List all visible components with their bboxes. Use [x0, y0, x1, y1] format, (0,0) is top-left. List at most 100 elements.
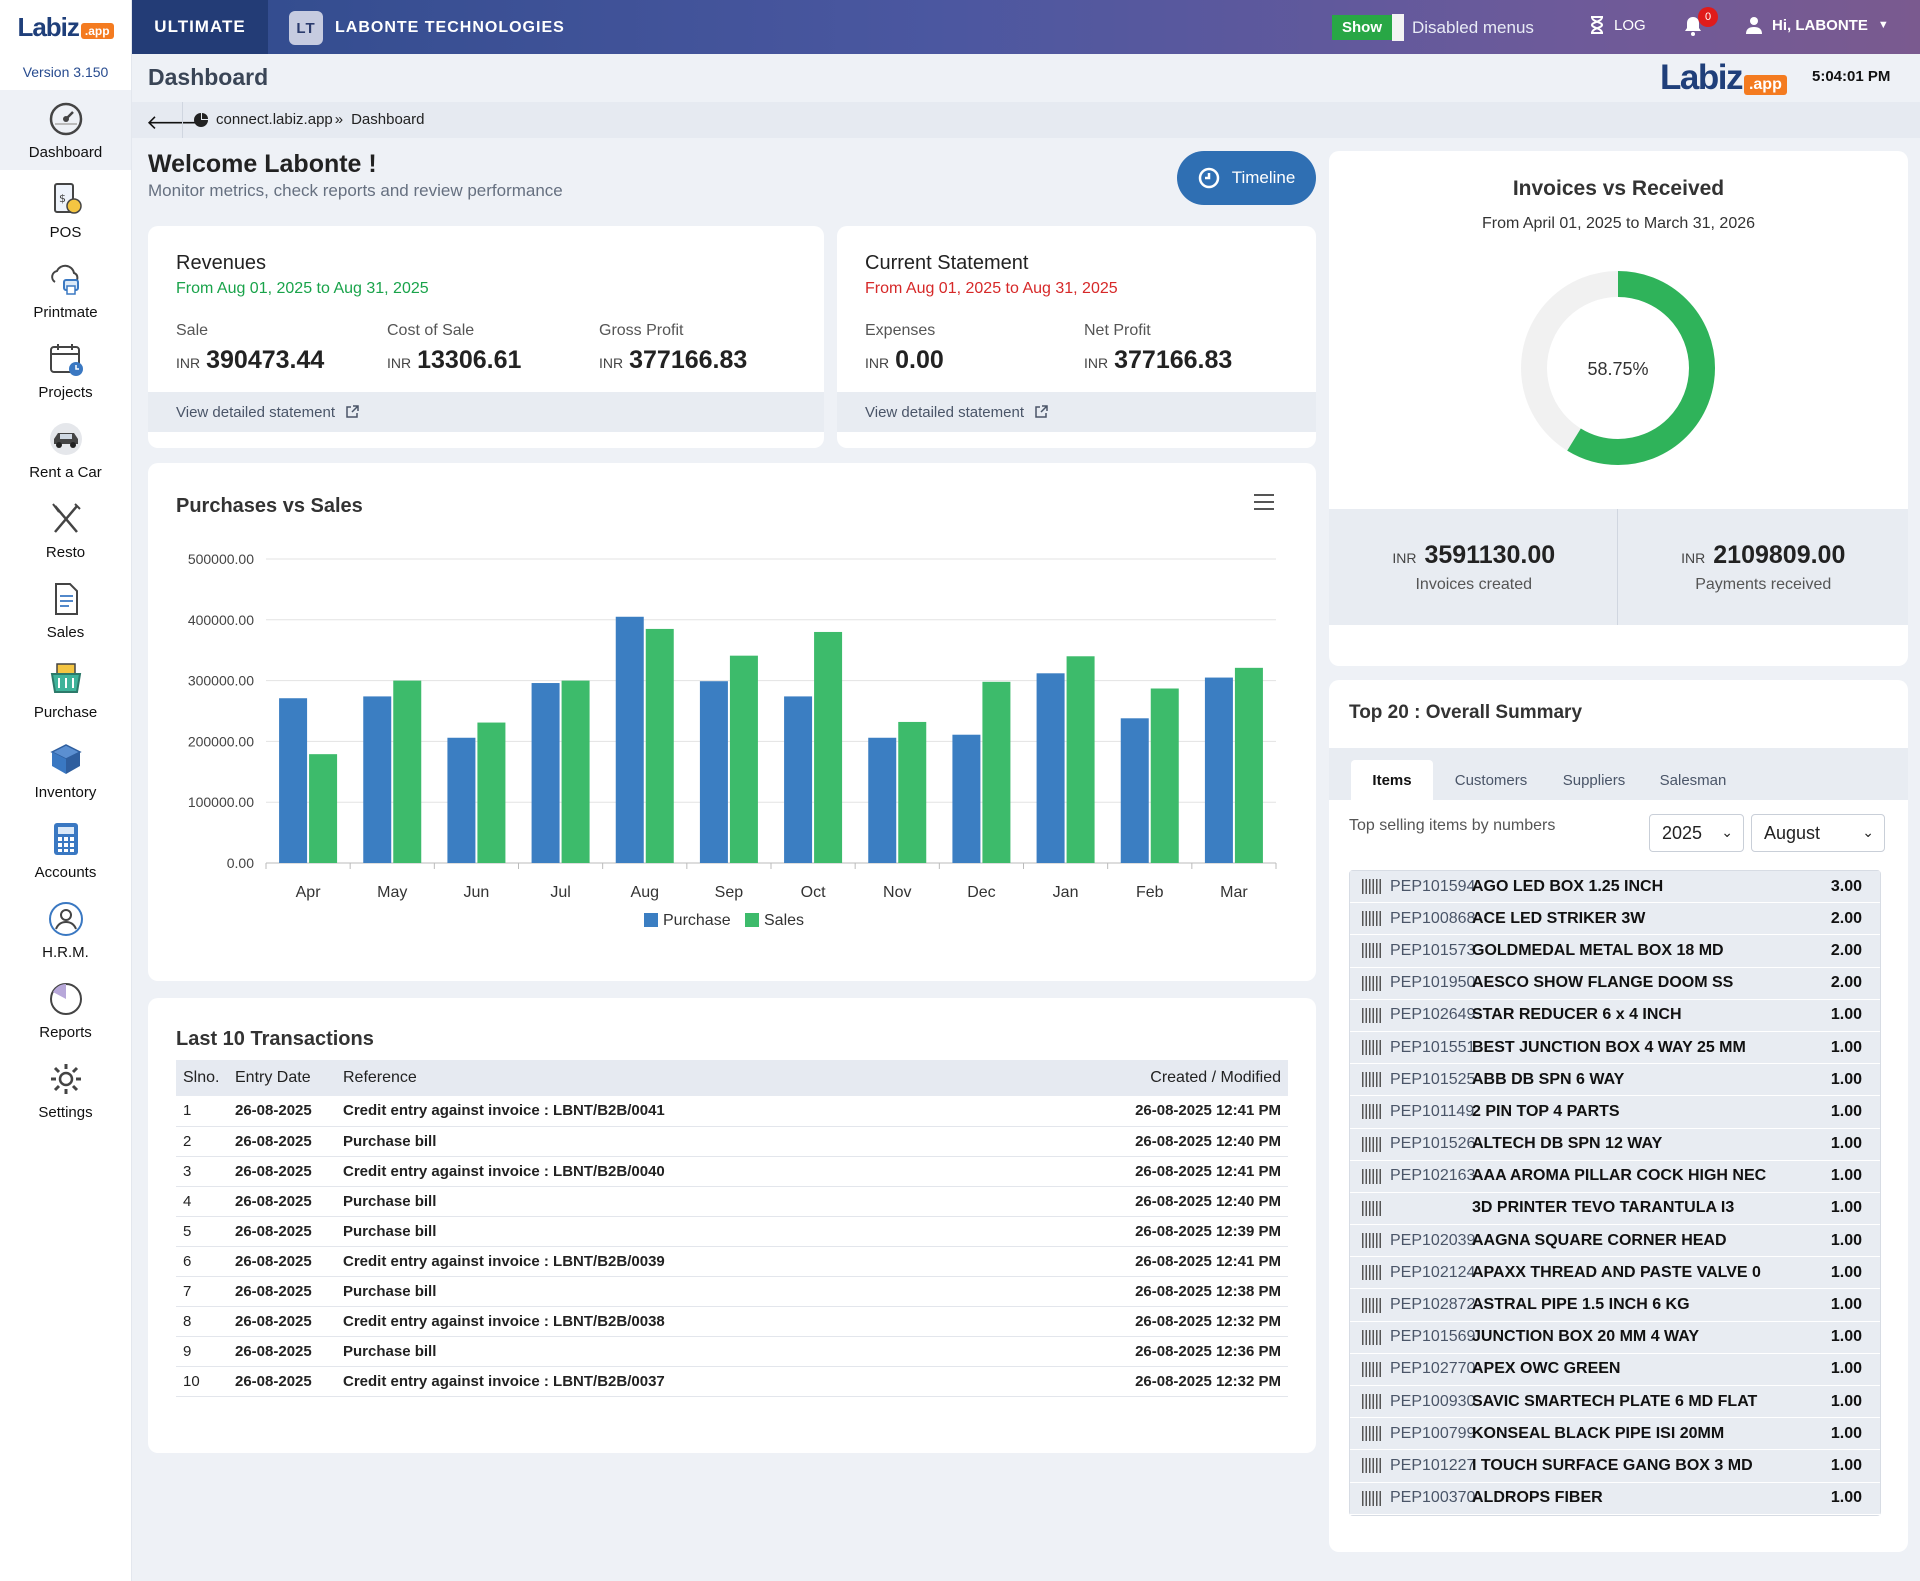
table-row[interactable]: 10 26-08-2025 Credit entry against invoice… — [176, 1366, 1288, 1397]
bar-purchase-jan — [1036, 673, 1065, 863]
x-tick-label: Jan — [1053, 884, 1079, 901]
table-row[interactable]: 6 26-08-2025 Credit entry against invoice … — [176, 1246, 1288, 1277]
item-qty: 1.00 — [1830, 1070, 1862, 1088]
sidebar-item-settings[interactable]: Settings — [0, 1050, 131, 1130]
payments-received-stat: INR 2109809.00 Payments received — [1619, 509, 1909, 625]
x-tick-label: Jul — [550, 884, 570, 901]
list-item[interactable]: PEP101526 ALTECH DB SPN 12 WAY 1.00 — [1350, 1128, 1880, 1161]
table-row[interactable]: 9 26-08-2025 Purchase bill 26-08-2025 12:36… — [176, 1336, 1288, 1367]
tab-items[interactable]: Items — [1351, 760, 1433, 800]
tab-customers[interactable]: Customers — [1454, 771, 1528, 789]
sidebar-item-projects[interactable]: Projects — [0, 330, 131, 410]
barcode-icon — [1362, 879, 1382, 895]
notifications-button[interactable]: 0 — [1684, 7, 1718, 41]
list-item[interactable]: PEP102649 STAR REDUCER 6 x 4 INCH 1.00 — [1350, 999, 1880, 1032]
toggle-knob — [1392, 14, 1404, 41]
table-row[interactable]: 4 26-08-2025 Purchase bill 26-08-2025 12:40… — [176, 1186, 1288, 1217]
tab-salesman[interactable]: Salesman — [1659, 771, 1727, 789]
sidebar-item-resto[interactable]: Resto — [0, 490, 131, 570]
gauge-icon — [49, 102, 82, 135]
table-row[interactable]: 7 26-08-2025 Purchase bill 26-08-2025 12:38… — [176, 1276, 1288, 1307]
statement-title: Current Statement — [865, 252, 1029, 274]
disabled-menus-toggle[interactable]: Show Disabled menus — [1332, 14, 1534, 41]
basket-icon — [50, 662, 81, 693]
list-item[interactable]: PEP101551 BEST JUNCTION BOX 4 WAY 25 MM 1.… — [1350, 1031, 1880, 1065]
sidebar-item-label: Sales — [46, 623, 85, 641]
table-row[interactable]: 2 26-08-2025 Purchase bill 26-08-2025 12:40… — [176, 1126, 1288, 1157]
sidebar-item-pos[interactable]: $ POS — [0, 170, 131, 250]
list-item[interactable]: PEP100930 SAVIC SMARTECH PLATE 6 MD FLAT 1… — [1350, 1386, 1880, 1419]
list-item[interactable]: PEP101227 I TOUCH SURFACE GANG BOX 3 MD 1.… — [1350, 1450, 1880, 1483]
log-button[interactable]: LOG — [1590, 16, 1646, 34]
item-code: PEP101950 — [1390, 974, 1476, 992]
list-item[interactable]: PEP101950 AESCO SHOW FLANGE DOOM SS 2.00 — [1350, 967, 1880, 1000]
item-qty: 1.00 — [1830, 1006, 1862, 1024]
list-item[interactable]: PEP102872 ASTRAL PIPE 1.5 INCH 6 KG 1.00 — [1350, 1289, 1880, 1322]
bar-purchase-nov — [868, 737, 897, 863]
list-item[interactable]: PEP101525 ABB DB SPN 6 WAY 1.00 — [1350, 1064, 1880, 1097]
sidebar-item-reports[interactable]: Reports — [0, 970, 131, 1050]
list-item[interactable]: PEP102770 APEX OWC GREEN 1.00 — [1350, 1353, 1880, 1386]
month-select[interactable]: August ⌄ — [1751, 814, 1885, 852]
barcode-icon — [1362, 1297, 1382, 1313]
sidebar-item-dashboard[interactable]: Dashboard — [0, 90, 131, 170]
item-name: ALDROPS FIBER — [1472, 1489, 1603, 1507]
x-tick-label: Jun — [464, 884, 490, 901]
year-select[interactable]: 2025 ⌄ — [1649, 814, 1744, 852]
row-entry-date: 26-08-2025 — [228, 1126, 336, 1157]
plan-label: ULTIMATE — [132, 0, 268, 54]
list-item[interactable]: PEP100799 KONSEAL BLACK PIPE ISI 20MM 1.00 — [1350, 1418, 1880, 1451]
sidebar-item-rent-a-car[interactable]: Rent a Car — [0, 410, 131, 490]
item-name: ACE LED STRIKER 3W — [1472, 909, 1646, 927]
list-item[interactable]: PEP101569 JUNCTION BOX 20 MM 4 WAY 1.00 — [1350, 1321, 1880, 1354]
timeline-button[interactable]: Timeline — [1177, 151, 1316, 205]
gross-label: Gross Profit — [599, 322, 684, 339]
labiz-logo[interactable]: Labiz .app — [0, 0, 131, 54]
sidebar-item-h-r-m[interactable]: H.R.M. — [0, 890, 131, 970]
list-item[interactable]: PEP102039 AAGNA SQUARE CORNER HEAD 1.00 — [1350, 1225, 1880, 1258]
company-switcher[interactable]: LT LABONTE TECHNOLOGIES — [289, 11, 565, 45]
list-item[interactable]: PEP100868 ACE LED STRIKER 3W 2.00 — [1350, 903, 1880, 936]
row-created-modified: 26-08-2025 12:41 PM — [980, 1156, 1288, 1187]
x-tick-label: Aug — [631, 884, 659, 901]
table-row[interactable]: 8 26-08-2025 Credit entry against invoice … — [176, 1306, 1288, 1337]
breadcrumb-site[interactable]: connect.labiz.app — [216, 111, 333, 128]
item-qty: 1.00 — [1830, 1231, 1862, 1249]
table-row[interactable]: 1 26-08-2025 Credit entry against invoice … — [176, 1096, 1288, 1127]
chart-menu-icon[interactable] — [1253, 493, 1275, 511]
table-row[interactable]: 3 26-08-2025 Credit entry against invoice … — [176, 1156, 1288, 1187]
sale-currency: INR — [176, 355, 201, 371]
list-item[interactable]: PEP101594 AGO LED BOX 1.25 INCH 3.00 — [1350, 871, 1880, 904]
revenues-link-label: View detailed statement — [176, 403, 335, 421]
list-item[interactable]: PEP102124 APAXX THREAD AND PASTE VALVE 0 1… — [1350, 1257, 1880, 1290]
row-entry-date: 26-08-2025 — [228, 1216, 336, 1247]
item-code: PEP100370 — [1390, 1489, 1476, 1507]
sidebar-item-accounts[interactable]: Accounts — [0, 810, 131, 890]
item-qty: 1.00 — [1830, 1489, 1862, 1507]
col-entry-date: Entry Date — [228, 1060, 336, 1096]
row-slno: 6 — [176, 1246, 228, 1277]
sidebar-item-printmate[interactable]: Printmate — [0, 250, 131, 330]
labiz-header-logo: Labiz .app — [1660, 58, 1787, 98]
table-row[interactable]: 5 26-08-2025 Purchase bill 26-08-2025 12:39… — [176, 1216, 1288, 1247]
payments-received-value: INR 2109809.00 — [1681, 541, 1845, 570]
tab-suppliers[interactable]: Suppliers — [1562, 771, 1626, 789]
barcode-icon — [1362, 1394, 1382, 1410]
list-item[interactable]: PEP102163 AAA AROMA PILLAR COCK HIGH NEC 1… — [1350, 1160, 1880, 1193]
bar-purchase-apr — [279, 698, 308, 863]
x-tick-label: Dec — [967, 884, 995, 901]
statement-detail-link[interactable]: View detailed statement — [837, 392, 1316, 432]
list-item[interactable]: PEP101149 2 PIN TOP 4 PARTS 1.00 — [1350, 1096, 1880, 1129]
sidebar-item-purchase[interactable]: Purchase — [0, 650, 131, 730]
company-badge: LT — [289, 11, 323, 45]
sidebar-item-sales[interactable]: Sales — [0, 570, 131, 650]
revenues-statement-link[interactable]: View detailed statement — [148, 392, 824, 432]
item-code: PEP100799 — [1390, 1424, 1476, 1442]
list-item[interactable]: PEP100370 ALDROPS FIBER 1.00 — [1350, 1482, 1880, 1515]
user-menu[interactable]: Hi, LABONTE ▼ — [1746, 16, 1889, 34]
sidebar-item-inventory[interactable]: Inventory — [0, 730, 131, 810]
back-arrow-icon[interactable]: 🡐 — [146, 112, 200, 134]
list-item[interactable]: PEP101573 GOLDMEDAL METAL BOX 18 MD 2.00 — [1350, 935, 1880, 968]
list-item[interactable]: 3D PRINTER TEVO TARANTULA I3 1.00 — [1350, 1192, 1880, 1226]
bar-sales-jul — [561, 680, 590, 863]
